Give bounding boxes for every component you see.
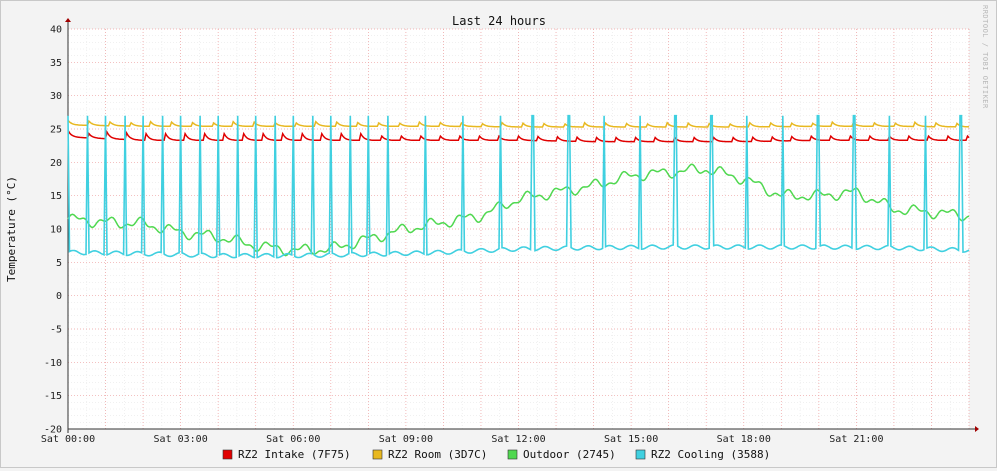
legend-label-0: RZ2 Intake (7F75) — [238, 448, 351, 461]
series-line-2 — [67, 163, 970, 257]
y-tick-label: 15 — [50, 191, 62, 202]
y-tick-label: 0 — [56, 291, 62, 302]
x-tick-label: Sat 06:00 — [266, 434, 320, 445]
legend-swatch-3 — [635, 449, 646, 460]
y-tick-label: -5 — [50, 325, 62, 336]
x-tick-label: Sat 00:00 — [41, 434, 95, 445]
y-tick-label: 10 — [50, 225, 62, 236]
y-tick-label: 5 — [56, 258, 62, 269]
x-tick-label: Sat 18:00 — [717, 434, 771, 445]
legend-swatch-2 — [507, 449, 518, 460]
legend-label-3: RZ2 Cooling (3588) — [651, 448, 770, 461]
legend: RZ2 Intake (7F75) RZ2 Room (3D7C) Outdoor … — [222, 448, 770, 461]
y-tick-label: 20 — [50, 158, 62, 169]
x-tick-label: Sat 03:00 — [154, 434, 208, 445]
x-axis-arrow — [975, 426, 979, 432]
y-tick-label: -20 — [44, 425, 62, 436]
x-tick-label: Sat 15:00 — [604, 434, 658, 445]
y-tick-label: 25 — [50, 125, 62, 136]
y-tick-label: 40 — [50, 25, 62, 36]
y-tick-label: -10 — [44, 358, 62, 369]
watermark: RRDTOOL / TOBI OETIKER — [981, 5, 989, 109]
y-tick-label: -15 — [44, 391, 62, 402]
legend-swatch-0 — [222, 449, 233, 460]
y-axis-arrow — [65, 18, 71, 22]
x-tick-label: Sat 21:00 — [829, 434, 883, 445]
legend-label-1: RZ2 Room (3D7C) — [388, 448, 487, 461]
y-tick-label: 35 — [50, 58, 62, 69]
y-tick-label: 30 — [50, 91, 62, 102]
x-tick-label: Sat 12:00 — [491, 434, 545, 445]
y-axis-label: Temperature (°C) — [5, 176, 18, 282]
chart-title: Last 24 hours — [452, 14, 546, 28]
legend-label-2: Outdoor (2745) — [523, 448, 616, 461]
series-line-3 — [67, 114, 970, 259]
x-tick-label: Sat 09:00 — [379, 434, 433, 445]
legend-swatch-1 — [372, 449, 383, 460]
